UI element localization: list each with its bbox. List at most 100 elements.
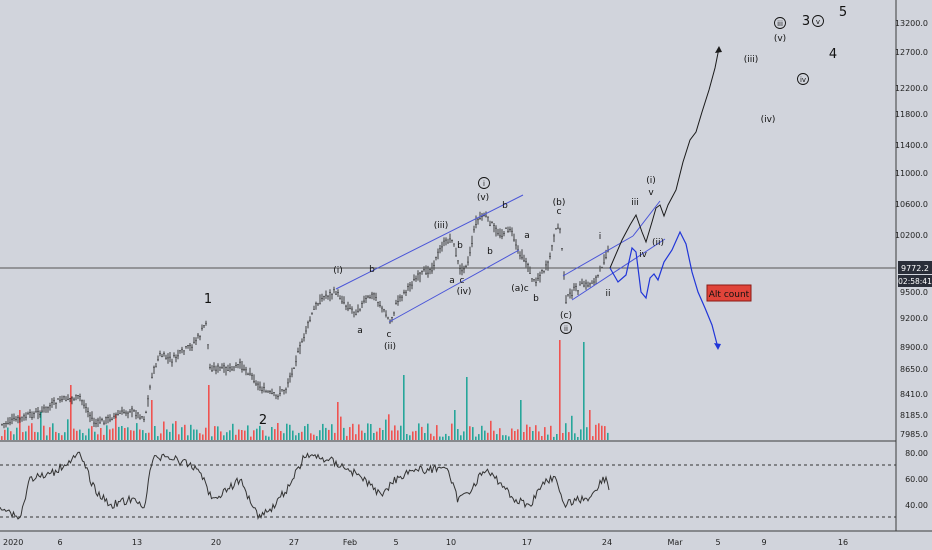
volume-bar — [490, 420, 492, 440]
price-tick-label: 11800.0 — [895, 110, 928, 119]
volume-bar — [148, 432, 150, 440]
volume-bar — [463, 431, 465, 440]
volume-bar — [601, 425, 603, 440]
wave-label-minor: iv — [639, 250, 648, 260]
volume-bar — [436, 425, 438, 440]
volume-bar — [364, 432, 366, 440]
volume-bar — [592, 436, 594, 440]
volume-bar — [346, 435, 348, 440]
volume-bar — [184, 424, 186, 440]
volume-bar — [52, 423, 54, 440]
volume-bar — [121, 426, 123, 440]
volume-bar — [433, 436, 435, 440]
volume-bar — [238, 429, 240, 440]
volume-bar — [502, 435, 504, 440]
volume-bar — [247, 425, 249, 440]
volume-bar — [400, 425, 402, 440]
candle-countdown: 02:58:41 — [898, 277, 932, 286]
volume-bar — [13, 434, 15, 440]
volume-bar — [520, 400, 522, 440]
time-tick-label: 20 — [211, 538, 221, 547]
volume-bar — [208, 385, 210, 440]
volume-bar — [124, 428, 126, 440]
volume-bar — [328, 429, 330, 440]
volume-bar — [241, 430, 243, 440]
wave-label-circled: v — [816, 18, 820, 26]
volume-bar — [82, 433, 84, 440]
volume-bar — [478, 434, 480, 440]
candlesticks — [1, 211, 609, 429]
volume-bar — [316, 436, 318, 440]
volume-bar — [574, 433, 576, 440]
volume-bar — [355, 434, 357, 440]
time-tick-label: Feb — [343, 538, 357, 547]
wave-label-primary: 1 — [204, 292, 212, 307]
volume-bar — [343, 427, 345, 440]
wave-label-minor: b — [533, 294, 539, 304]
volume-bar — [151, 400, 153, 440]
price-tick-label: 8650.0 — [900, 365, 928, 374]
volume-bar — [523, 432, 525, 440]
volume-bar — [562, 433, 564, 440]
volume-bar — [373, 433, 375, 440]
volume-bar — [64, 432, 66, 440]
wave-label-intermediate: (a)c — [511, 284, 529, 294]
wave-label-circled: iv — [800, 76, 806, 84]
wave-label-intermediate: (v) — [477, 193, 489, 203]
volume-bar — [304, 426, 306, 440]
volume-bar — [70, 385, 72, 440]
volume-bar — [532, 431, 534, 440]
wave-label-intermediate: (iv) — [761, 115, 776, 125]
wave-label-minor: c — [460, 276, 465, 286]
volume-bar — [409, 435, 411, 440]
volume-bar — [427, 423, 429, 440]
volume-bar — [217, 426, 219, 440]
volume-bar — [37, 432, 39, 440]
volume-bar — [424, 433, 426, 440]
wave-label-circle — [478, 177, 490, 189]
volume-bar — [559, 340, 561, 440]
volume-bar — [295, 435, 297, 440]
wave-label-minor: c — [557, 207, 562, 217]
rsi-tick-label: 60.00 — [905, 475, 928, 484]
volume-bar — [34, 431, 36, 440]
wave-label-circled: i — [483, 180, 485, 188]
wave-label-circled: ii — [564, 325, 568, 333]
volume-bar — [481, 425, 483, 440]
volume-bar — [421, 426, 423, 440]
volume-bar — [571, 415, 573, 440]
volume-bar — [220, 431, 222, 440]
wave-label-minor: a — [524, 231, 530, 241]
volume-bar — [469, 426, 471, 440]
volume-bar — [382, 430, 384, 440]
volume-bar — [259, 425, 261, 440]
wave-labels: 1 2 3 4 5 (i) (ii) (iii) (iv) (v) (a)c (b) (c) (i) (ii… — [204, 5, 847, 428]
volume-bar — [487, 432, 489, 440]
volume-bar — [445, 433, 447, 440]
alt-count-annotation[interactable]: Alt count — [706, 284, 752, 302]
price-tick-label: 12700.0 — [895, 48, 928, 57]
volume-bar — [223, 435, 225, 440]
wave-label-intermediate: (b) — [553, 198, 566, 208]
volume-bar — [10, 431, 12, 440]
volume-bar — [466, 377, 468, 440]
price-tick-label: 9200.0 — [900, 314, 928, 323]
volume-bar — [496, 434, 498, 440]
wave-label-minor: a — [357, 326, 363, 336]
volume-bar — [430, 433, 432, 440]
time-axis: 2020 6 13 20 27 Feb 5 10 17 24 Mar 5 9 16 — [3, 538, 848, 547]
volume-bar — [472, 427, 474, 440]
volume-bar — [418, 423, 420, 440]
volume-bar — [73, 428, 75, 440]
volume-bar — [544, 427, 546, 440]
volume-bar — [49, 427, 51, 440]
volume-bar — [130, 430, 132, 440]
volume-bar — [583, 342, 585, 440]
volume-bar — [103, 434, 105, 440]
volume-bar — [607, 432, 609, 440]
volume-bar — [337, 402, 339, 440]
volume-bar — [586, 427, 588, 440]
volume-bar — [538, 431, 540, 440]
volume-bar — [505, 435, 507, 440]
